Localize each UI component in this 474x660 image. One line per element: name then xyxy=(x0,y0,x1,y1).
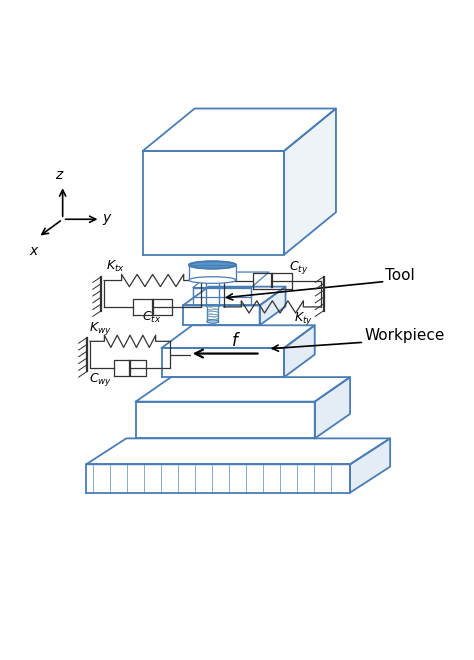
Text: x: x xyxy=(29,244,37,258)
Text: $f$: $f$ xyxy=(231,333,241,350)
Polygon shape xyxy=(315,377,350,438)
Polygon shape xyxy=(86,438,390,464)
Text: $C_{wy}$: $C_{wy}$ xyxy=(89,371,112,388)
Polygon shape xyxy=(183,286,285,306)
Polygon shape xyxy=(193,288,251,306)
Text: $C_{ty}$: $C_{ty}$ xyxy=(290,259,309,277)
Text: $K_{ty}$: $K_{ty}$ xyxy=(293,310,312,327)
Text: $K_{wy}$: $K_{wy}$ xyxy=(89,320,112,337)
Text: Workpiece: Workpiece xyxy=(364,329,445,343)
Text: z: z xyxy=(55,168,63,182)
Ellipse shape xyxy=(207,320,218,323)
Polygon shape xyxy=(284,325,315,377)
Polygon shape xyxy=(260,286,285,325)
Polygon shape xyxy=(136,377,350,402)
Text: $C_{tx}$: $C_{tx}$ xyxy=(143,310,162,325)
Polygon shape xyxy=(143,108,336,151)
Polygon shape xyxy=(136,402,315,438)
Polygon shape xyxy=(162,325,315,348)
Polygon shape xyxy=(183,306,260,325)
Text: $K_{tx}$: $K_{tx}$ xyxy=(106,259,125,275)
Polygon shape xyxy=(284,108,336,255)
Polygon shape xyxy=(143,151,284,255)
Text: y: y xyxy=(102,211,110,225)
Text: Tool: Tool xyxy=(385,267,415,282)
Ellipse shape xyxy=(189,261,236,269)
Polygon shape xyxy=(193,272,269,288)
Polygon shape xyxy=(86,464,350,492)
Polygon shape xyxy=(189,265,236,280)
Polygon shape xyxy=(350,438,390,492)
Ellipse shape xyxy=(189,277,236,283)
Polygon shape xyxy=(162,348,284,377)
